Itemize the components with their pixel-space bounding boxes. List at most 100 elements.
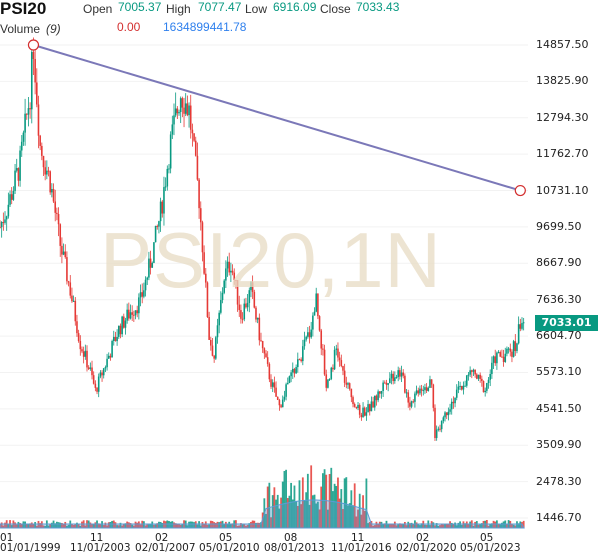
candle-body — [474, 369, 476, 375]
volume-bar — [305, 492, 308, 528]
candle-body — [355, 406, 358, 409]
candle-body — [373, 395, 376, 408]
volume-value-1: 0.00 — [117, 20, 141, 34]
volume-bar — [132, 525, 135, 528]
candle-body — [335, 348, 338, 350]
volume-bar — [104, 522, 107, 528]
candle-body — [365, 412, 368, 416]
candle-body — [216, 325, 219, 338]
volume-bar — [290, 482, 293, 528]
volume-bar — [318, 509, 321, 528]
candle-body — [360, 414, 363, 418]
trendline[interactable] — [33, 44, 521, 192]
volume-bar — [153, 524, 155, 528]
volume-bar — [357, 509, 359, 528]
candle-body — [124, 320, 127, 328]
volume-bar — [72, 525, 75, 528]
volume-bar — [59, 522, 62, 528]
volume-bar — [193, 522, 195, 528]
low-value: 6916.09 — [273, 0, 317, 14]
volume-bar — [146, 524, 149, 528]
volume-bar — [275, 499, 277, 528]
volume-bar — [161, 522, 164, 528]
candle-body — [261, 341, 264, 349]
candle-body — [7, 204, 10, 217]
volume-bar — [452, 523, 455, 528]
candle-body — [476, 374, 478, 379]
volume-bar — [258, 522, 261, 528]
volume-bar — [455, 525, 458, 528]
candle-body — [491, 362, 493, 375]
candle-body — [280, 405, 282, 408]
y-tick-label: 5573.10 — [536, 365, 582, 379]
candle-body — [291, 368, 294, 373]
candle-body — [134, 310, 137, 316]
candle-body — [392, 373, 394, 382]
candle-body — [19, 150, 21, 181]
candle-body — [521, 322, 523, 329]
x-tick-top-label: 11 — [351, 532, 365, 544]
volume-bar — [432, 522, 435, 528]
volume-bar — [121, 525, 124, 528]
candle-body — [417, 390, 420, 394]
candle-body — [36, 82, 38, 105]
candle-body — [178, 112, 180, 114]
candle-body — [194, 140, 197, 156]
volume-bar — [50, 522, 53, 528]
volume-bar — [144, 525, 147, 528]
candle-body — [139, 292, 142, 298]
volume-bar — [24, 521, 26, 528]
volume-bars — [0, 465, 525, 529]
candle-body — [372, 401, 374, 408]
candle-body — [101, 372, 103, 376]
candle-body — [71, 295, 73, 302]
candle-body — [514, 341, 517, 351]
candle-body — [519, 324, 522, 329]
candle-body — [213, 355, 215, 359]
volume-bar — [171, 521, 174, 528]
volume-bar — [338, 498, 341, 528]
candle-body — [111, 341, 113, 358]
candle-body — [482, 381, 485, 393]
trendline-start-handle[interactable] — [27, 39, 40, 51]
candle-body — [156, 225, 159, 227]
candle-body — [419, 388, 421, 394]
volume-bar — [30, 522, 33, 528]
candle-body — [136, 310, 138, 314]
candle-body — [201, 222, 204, 253]
candle-body — [174, 108, 177, 116]
candle-body — [2, 222, 5, 224]
candle-body — [377, 391, 379, 401]
candle-body — [479, 374, 481, 379]
candle-body — [454, 397, 456, 404]
volume-bar — [266, 486, 269, 528]
volume-bar — [512, 524, 515, 528]
y-tick-label: 6604.70 — [536, 329, 582, 343]
volume-bar — [97, 523, 100, 528]
trendline-end-handle[interactable] — [514, 184, 526, 197]
candle-body — [432, 384, 435, 408]
volume-bar — [240, 523, 242, 528]
candle-body — [455, 389, 458, 398]
volume-bar — [10, 525, 13, 528]
candle-body — [266, 357, 269, 364]
volume-bar — [407, 521, 410, 528]
volume-bar — [25, 523, 28, 528]
volume-bar — [107, 522, 110, 528]
volume-bar — [158, 521, 160, 528]
candle-body — [425, 387, 428, 391]
volume-bar — [148, 524, 150, 528]
candle-body — [378, 391, 381, 394]
candle-body — [415, 390, 418, 394]
candle-body — [233, 272, 236, 281]
candle-body — [121, 316, 123, 335]
volume-bar — [367, 523, 369, 528]
open-value: 7005.37 — [118, 0, 162, 14]
volume-bar — [71, 523, 73, 528]
candle-body — [332, 367, 334, 370]
candle-body — [96, 387, 98, 392]
candle-body — [452, 401, 455, 404]
candle-body — [223, 280, 225, 293]
volume-bar — [388, 523, 391, 528]
